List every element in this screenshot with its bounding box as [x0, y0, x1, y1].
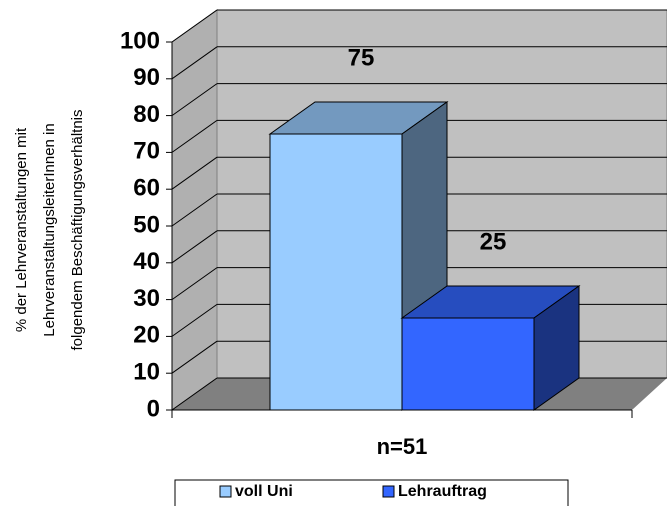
y-tick-label: 30 [133, 285, 160, 312]
bar [401, 317, 535, 411]
grid-line [171, 340, 218, 374]
grid-line [171, 9, 218, 43]
y-tick-label: 60 [133, 175, 160, 202]
y-tick-label: 90 [133, 64, 160, 91]
y-tick-label: 70 [133, 138, 160, 165]
legend-swatch [382, 485, 395, 498]
y-tick-label: 20 [133, 322, 160, 349]
bar-side [533, 285, 580, 411]
y-tick-label: 80 [133, 101, 160, 128]
legend-label: voll Uni [235, 483, 293, 500]
y-tick-label: 100 [120, 27, 160, 54]
grid-line [171, 230, 218, 264]
bar [269, 133, 403, 411]
x-axis-label: n=51 [377, 434, 428, 459]
grid-line [171, 193, 218, 227]
y-tick-label: 10 [133, 359, 160, 386]
y-tick-label: 0 [147, 395, 160, 422]
y-axis-label: LehrveranstaltungsleiterInnen in [41, 123, 58, 336]
legend [174, 479, 569, 506]
grid-line [171, 156, 218, 190]
grid-line [171, 46, 218, 80]
legend-swatch [219, 485, 232, 498]
grid-line [171, 303, 218, 337]
y-tick-label: 50 [133, 211, 160, 238]
data-label: 25 [480, 228, 507, 255]
grid-line [171, 83, 218, 117]
y-axis-label: folgendem Beschäftigungsverhältnis [69, 110, 86, 351]
y-tick-label: 40 [133, 248, 160, 275]
grid-line [171, 377, 218, 411]
grid-line [171, 119, 218, 153]
y-axis-label: % der Lehrveranstaltungen mit [13, 127, 30, 332]
grid-line [171, 267, 218, 301]
legend-label: Lehrauftrag [398, 483, 487, 500]
data-label: 75 [348, 44, 375, 71]
